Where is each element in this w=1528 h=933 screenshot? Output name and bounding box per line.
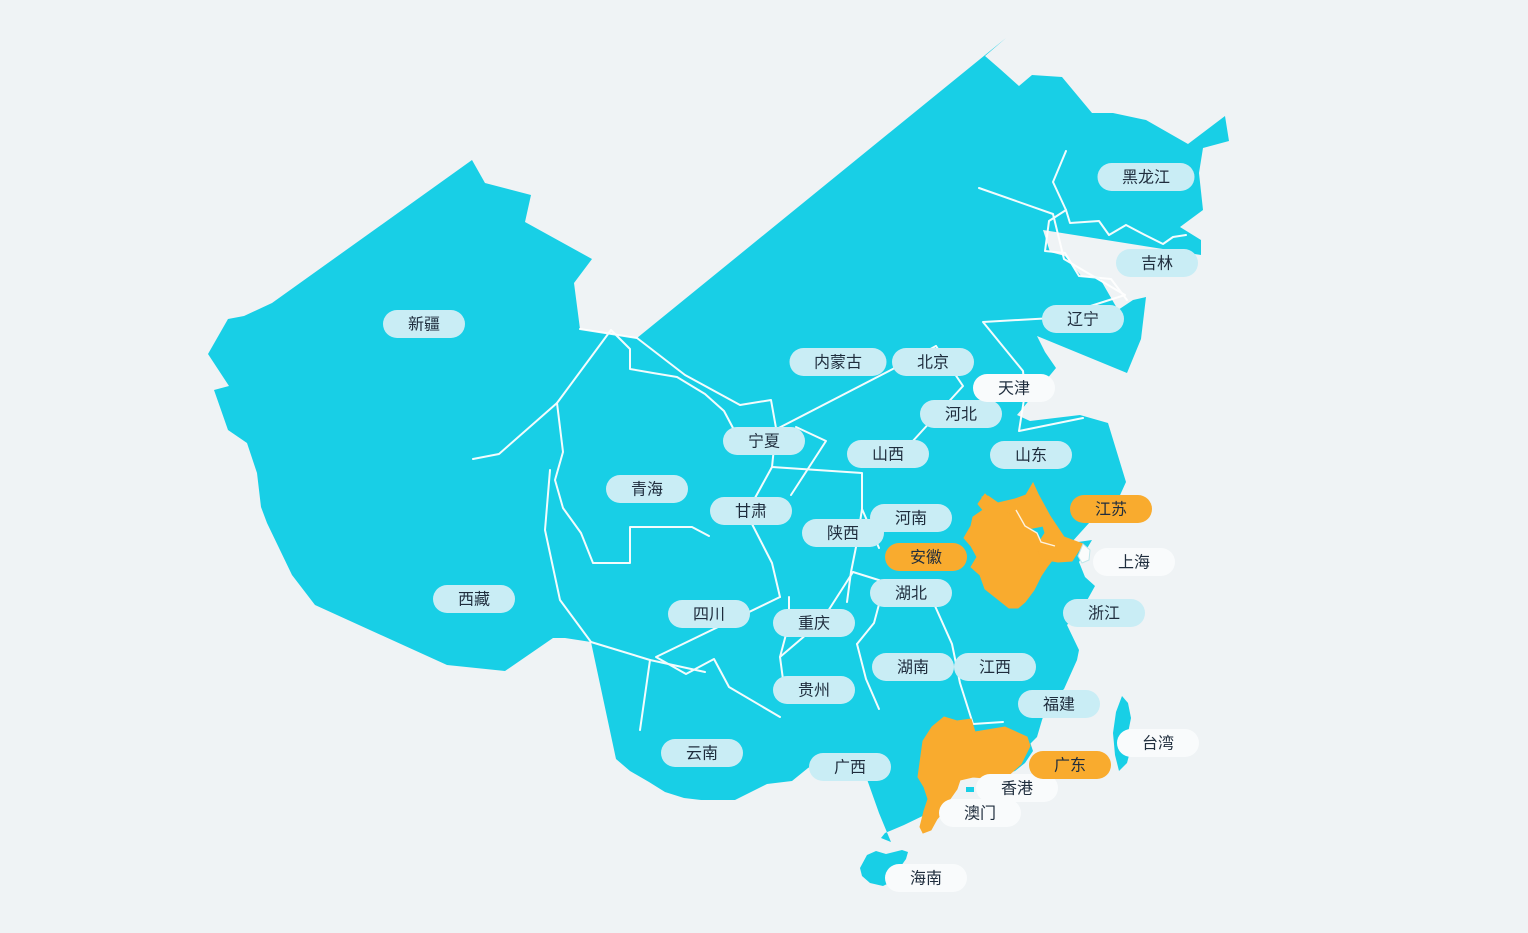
svg-text:新疆: 新疆 (408, 316, 440, 334)
svg-text:湖南: 湖南 (897, 659, 929, 677)
svg-text:福建: 福建 (1043, 696, 1075, 714)
svg-text:海南: 海南 (910, 870, 942, 888)
svg-text:上海: 上海 (1118, 554, 1150, 572)
svg-text:宁夏: 宁夏 (748, 433, 780, 451)
svg-text:山西: 山西 (872, 446, 904, 464)
svg-text:北京: 北京 (917, 354, 949, 372)
svg-text:山东: 山东 (1015, 447, 1047, 465)
svg-text:广西: 广西 (834, 759, 866, 777)
svg-text:湖北: 湖北 (895, 585, 927, 603)
svg-text:云南: 云南 (686, 745, 718, 763)
svg-text:内蒙古: 内蒙古 (814, 354, 862, 372)
svg-text:贵州: 贵州 (798, 682, 830, 700)
svg-text:天津: 天津 (998, 380, 1030, 398)
svg-text:台湾: 台湾 (1142, 735, 1174, 753)
svg-text:香港: 香港 (1001, 780, 1033, 798)
svg-text:陕西: 陕西 (827, 525, 859, 543)
svg-text:河北: 河北 (945, 406, 977, 424)
svg-text:甘肃: 甘肃 (735, 503, 767, 521)
svg-text:黑龙江: 黑龙江 (1122, 169, 1170, 187)
svg-text:青海: 青海 (631, 481, 663, 499)
svg-text:广东: 广东 (1054, 757, 1086, 775)
svg-text:吉林: 吉林 (1141, 255, 1173, 273)
svg-text:重庆: 重庆 (798, 615, 830, 633)
svg-text:辽宁: 辽宁 (1067, 311, 1099, 329)
svg-text:安徽: 安徽 (910, 549, 942, 567)
svg-text:澳门: 澳门 (964, 805, 996, 823)
svg-text:河南: 河南 (895, 510, 927, 528)
svg-text:浙江: 浙江 (1088, 605, 1120, 623)
svg-text:江苏: 江苏 (1095, 501, 1127, 519)
svg-text:四川: 四川 (693, 607, 725, 624)
svg-text:西藏: 西藏 (458, 591, 490, 609)
svg-text:江西: 江西 (979, 659, 1011, 677)
